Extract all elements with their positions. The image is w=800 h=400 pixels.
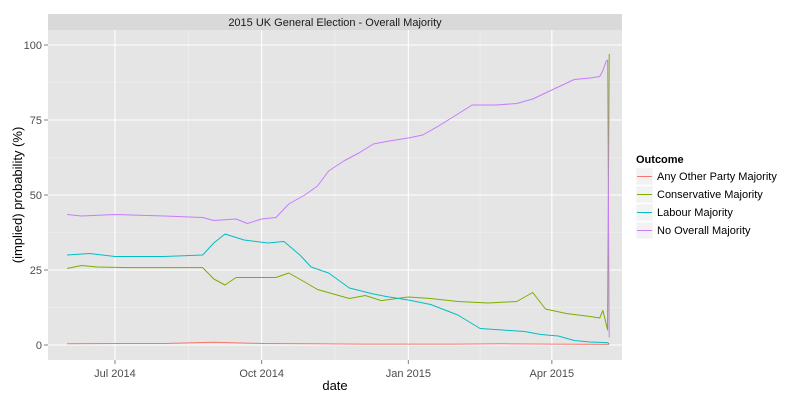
y-axis: 0 25 50 75 100: [24, 40, 48, 352]
x-axis-title: date: [322, 378, 347, 393]
y-axis-title: (implied) probability (%): [10, 127, 25, 264]
series-line-2: [66, 53, 610, 331]
x-tick-label: Jan 2015: [386, 368, 431, 380]
legend-label: Labour Majority: [657, 207, 733, 219]
series-line-4: [67, 59, 610, 338]
y-tick-label: 0: [36, 340, 42, 352]
legend-title: Outcome: [636, 154, 684, 166]
series-line-3: [67, 233, 610, 345]
series-line-1: [67, 341, 610, 345]
legend: Outcome Any Other Party Majority Conserva…: [635, 154, 777, 240]
y-tick-label: 75: [30, 115, 42, 127]
y-tick-label: 50: [30, 190, 42, 202]
x-axis: Jul 2014 Oct 2014 Jan 2015 Apr 2015: [94, 360, 574, 380]
legend-label: Any Other Party Majority: [657, 171, 777, 183]
x-tick-label: Oct 2014: [239, 368, 284, 380]
x-tick-label: Apr 2015: [530, 368, 575, 380]
y-tick-label: 100: [24, 40, 42, 52]
legend-label: Conservative Majority: [657, 189, 763, 201]
legend-label: No Overall Majority: [657, 225, 751, 237]
series-lines: [66, 53, 610, 345]
y-tick-label: 25: [30, 265, 42, 277]
grid-major: [48, 30, 622, 360]
x-tick-label: Jul 2014: [94, 368, 136, 380]
strip-background: [48, 14, 622, 30]
chart-title: 2015 UK General Election - Overall Major…: [228, 17, 442, 29]
